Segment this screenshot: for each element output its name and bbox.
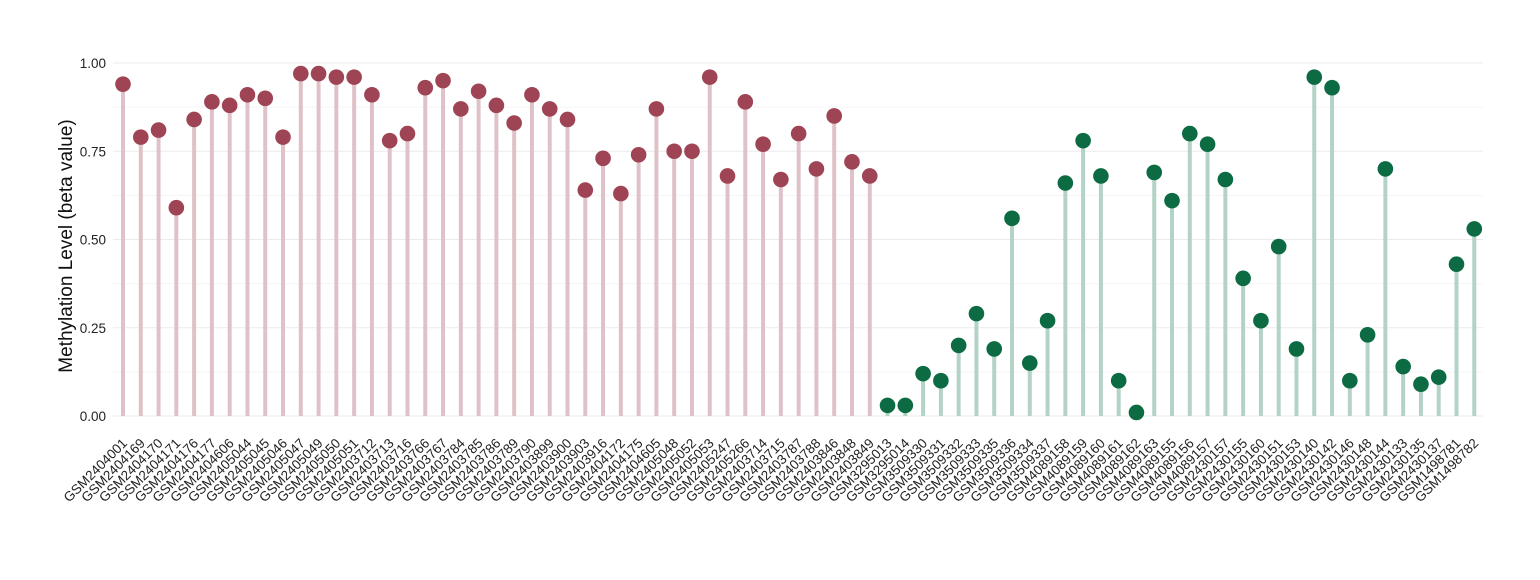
lollipop-dot (1448, 256, 1465, 273)
y-tick-label: 0.25 (80, 321, 106, 336)
lollipop-dot (1146, 164, 1163, 181)
lollipop-dot (310, 65, 327, 82)
lollipop-dot (773, 171, 789, 188)
lollipop-dots (115, 65, 1483, 421)
lollipop-dot (417, 79, 434, 96)
lollipop-dot (1430, 369, 1447, 385)
lollipop-dot (435, 72, 451, 89)
lollipop-dot (666, 143, 682, 160)
lollipop-dot (524, 86, 540, 103)
lollipop-dot (755, 136, 771, 152)
lollipop-dot (1164, 192, 1180, 209)
lollipop-dot (595, 150, 611, 167)
lollipop-dot (1342, 372, 1358, 389)
lollipop-dot (132, 129, 149, 145)
lollipop-dot (1075, 132, 1091, 149)
y-axis-title: Methylation Level (beta value) (56, 119, 77, 372)
y-axis-ticks: 0.00 0.25 0.50 0.75 1.00 (80, 56, 106, 424)
lollipop-dot (559, 111, 576, 128)
lollipop-dot (897, 397, 914, 414)
lollipop-dot (1110, 372, 1127, 389)
lollipop-dot (150, 122, 167, 138)
lollipop-dot (613, 185, 629, 202)
y-tick-label: 0.75 (80, 144, 106, 159)
lollipop-dot (1466, 221, 1483, 237)
lollipop-dot (1253, 312, 1269, 329)
lollipop-dot (168, 199, 185, 216)
lollipop-dot (719, 168, 736, 184)
lollipop-dot (684, 143, 700, 160)
lollipop-dot (1021, 355, 1038, 371)
lollipop-dot (701, 69, 718, 85)
lollipop-dot (879, 397, 896, 414)
lollipop-dot (1359, 327, 1376, 343)
lollipop-dot (1199, 136, 1216, 152)
lollipop-dot (1377, 161, 1394, 177)
lollipop-dot (399, 125, 416, 142)
lollipop-dot (630, 146, 647, 163)
lollipop-dot (115, 76, 131, 92)
lollipop-stems (121, 73, 1477, 416)
lollipop-dot (1182, 125, 1198, 142)
y-tick-label: 1.00 (80, 56, 106, 71)
lollipop-dot (1093, 168, 1109, 184)
lollipop-dot (257, 90, 274, 107)
lollipop-dot (1235, 270, 1251, 287)
lollipop-dot (1004, 210, 1020, 227)
lollipop-dot (826, 108, 842, 124)
lollipop-dot (239, 86, 256, 103)
lollipop-dot (1128, 404, 1145, 421)
lollipop-dot (275, 129, 291, 145)
lollipop-dot (488, 97, 505, 114)
lollipop-dot (1039, 312, 1056, 329)
lollipop-dot (1306, 69, 1323, 85)
lollipop-dot (933, 372, 949, 389)
lollipop-dot (1413, 376, 1429, 393)
lollipop-dot (541, 101, 558, 117)
lollipop-dot (381, 132, 398, 149)
y-tick-label: 0.00 (80, 409, 106, 424)
lollipop-dot (986, 341, 1003, 357)
lollipop-dot (1057, 175, 1074, 191)
lollipop-dot (950, 337, 967, 354)
lollipop-dot (1270, 238, 1287, 255)
lollipop-dot (737, 94, 754, 110)
lollipop-dot (470, 83, 487, 100)
lollipop-dot (346, 69, 362, 85)
lollipop-dot (364, 86, 380, 103)
lollipop-dot (968, 305, 985, 322)
lollipop-dot (1288, 341, 1305, 357)
lollipop-dot (328, 69, 345, 85)
lollipop-dot (648, 101, 665, 117)
lollipop-dot (861, 168, 878, 184)
lollipop-dot (204, 94, 220, 110)
lollipop-dot (844, 154, 860, 170)
lollipop-dot (1217, 171, 1234, 188)
lollipop-dot (221, 97, 238, 114)
y-tick-label: 0.50 (80, 233, 106, 248)
lollipop-dot (506, 115, 522, 131)
lollipop-dot (453, 101, 469, 117)
lollipop-dot (186, 111, 202, 128)
lollipop-dot (808, 161, 825, 177)
x-axis-ticks: GSM2404001GSM2404169GSM2404170GSM2404171… (61, 435, 1482, 505)
lollipop-dot (915, 365, 931, 382)
lollipop-dot (1395, 358, 1411, 375)
lollipop-dot (1324, 79, 1340, 96)
lollipop-dot (293, 65, 309, 82)
lollipop-dot (790, 125, 807, 142)
lollipop-dot (577, 182, 594, 198)
